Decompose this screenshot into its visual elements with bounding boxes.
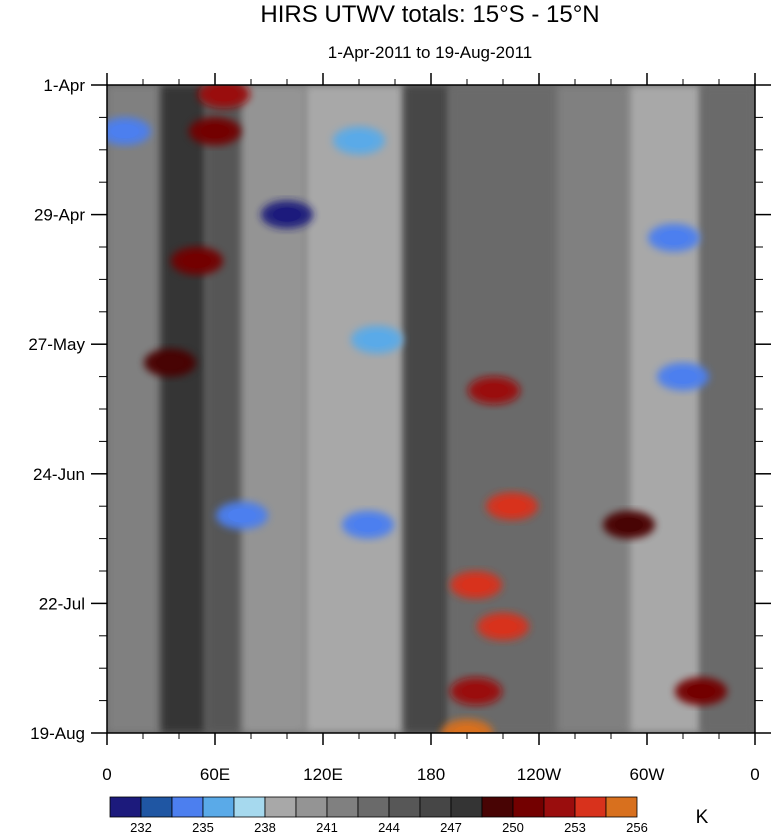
- x-tick-label: 60W: [630, 765, 665, 784]
- field-anomaly-core: [210, 87, 238, 102]
- colorbar-label: 250: [502, 820, 524, 834]
- field-anomaly-core: [345, 133, 373, 148]
- field-anomaly-core: [111, 124, 139, 139]
- x-tick-label: 120W: [517, 765, 561, 784]
- field-anomaly-core: [453, 726, 481, 733]
- field-anomaly-core: [183, 253, 211, 268]
- colorbar-label: 256: [626, 820, 648, 834]
- field-anomaly-core: [354, 517, 382, 532]
- plot-features: [107, 85, 727, 733]
- colorbar-label: 244: [378, 820, 400, 834]
- field-anomaly-core: [156, 355, 184, 370]
- field-band: [107, 85, 161, 733]
- x-tick-label: 0: [102, 765, 111, 784]
- field-anomaly-core: [363, 332, 391, 347]
- colorbar-label: 241: [316, 820, 338, 834]
- colorbar-swatch: [419, 796, 452, 818]
- colorbar-swatch: [481, 796, 514, 818]
- colorbar-swatch: [264, 796, 297, 818]
- field-anomaly-core: [489, 619, 517, 634]
- field-anomaly-core: [687, 684, 715, 699]
- colorbar-swatch: [326, 796, 359, 818]
- field-anomaly-core: [480, 383, 508, 398]
- field-anomaly-core: [615, 517, 643, 532]
- colorbar-swatch: [605, 796, 638, 818]
- x-tick-label: 180: [417, 765, 445, 784]
- field-anomaly-core: [228, 508, 256, 523]
- colorbar-swatch: [357, 796, 390, 818]
- colorbar-unit: K: [696, 807, 709, 828]
- field-band: [629, 85, 701, 733]
- colorbar-swatch: [202, 796, 235, 818]
- colorbar-swatch: [543, 796, 576, 818]
- x-tick-label: 0: [750, 765, 759, 784]
- field-band: [701, 85, 755, 733]
- y-axis: 1-Apr 29-Apr 27-May 24-Jun 22-Jul 19-Aug: [28, 76, 771, 743]
- field-band: [242, 85, 305, 733]
- colorbar: 232 235 238 241 244 247 250 253 256: [109, 796, 648, 834]
- colorbar-label: 253: [564, 820, 586, 834]
- x-tick-label: 120E: [303, 765, 343, 784]
- field-anomaly-core: [273, 207, 301, 222]
- colorbar-label: 247: [440, 820, 462, 834]
- colorbar-swatch: [109, 796, 142, 818]
- field-anomaly-core: [498, 499, 526, 514]
- colorbar-swatch: [574, 796, 607, 818]
- y-tick-label: 19-Aug: [30, 724, 85, 743]
- field-anomaly-core: [462, 684, 490, 699]
- x-axis: 0 60E 120E 180 120W 60W 0: [102, 73, 760, 784]
- colorbar-swatch: [450, 796, 483, 818]
- chart-subtitle: 1-Apr-2011 to 19-Aug-2011: [328, 43, 532, 62]
- field-band: [161, 85, 206, 733]
- colorbar-label: 235: [192, 820, 214, 834]
- colorbar-swatch: [140, 796, 173, 818]
- field-anomaly-core: [669, 369, 697, 384]
- colorbar-label: 238: [254, 820, 276, 834]
- x-tick-label: 60E: [200, 765, 230, 784]
- plot-background: [107, 85, 755, 733]
- field-band: [305, 85, 404, 733]
- field-anomaly-core: [660, 230, 688, 245]
- y-tick-label: 29-Apr: [34, 206, 85, 225]
- field-band: [206, 85, 242, 733]
- field-anomaly-core: [201, 124, 229, 139]
- colorbar-swatch: [512, 796, 545, 818]
- y-tick-label: 27-May: [28, 335, 85, 354]
- colorbar-swatch: [171, 796, 204, 818]
- colorbar-label: 232: [130, 820, 152, 834]
- colorbar-swatch: [388, 796, 421, 818]
- y-tick-label: 24-Jun: [33, 465, 85, 484]
- y-tick-label: 1-Apr: [43, 76, 85, 95]
- field-band: [557, 85, 629, 733]
- field-band: [404, 85, 449, 733]
- field-anomaly-core: [462, 577, 490, 592]
- colorbar-swatch: [233, 796, 266, 818]
- chart-title: HIRS UTWV totals: 15°S - 15°N: [260, 1, 599, 28]
- y-tick-label: 22-Jul: [39, 594, 85, 613]
- colorbar-swatch: [295, 796, 328, 818]
